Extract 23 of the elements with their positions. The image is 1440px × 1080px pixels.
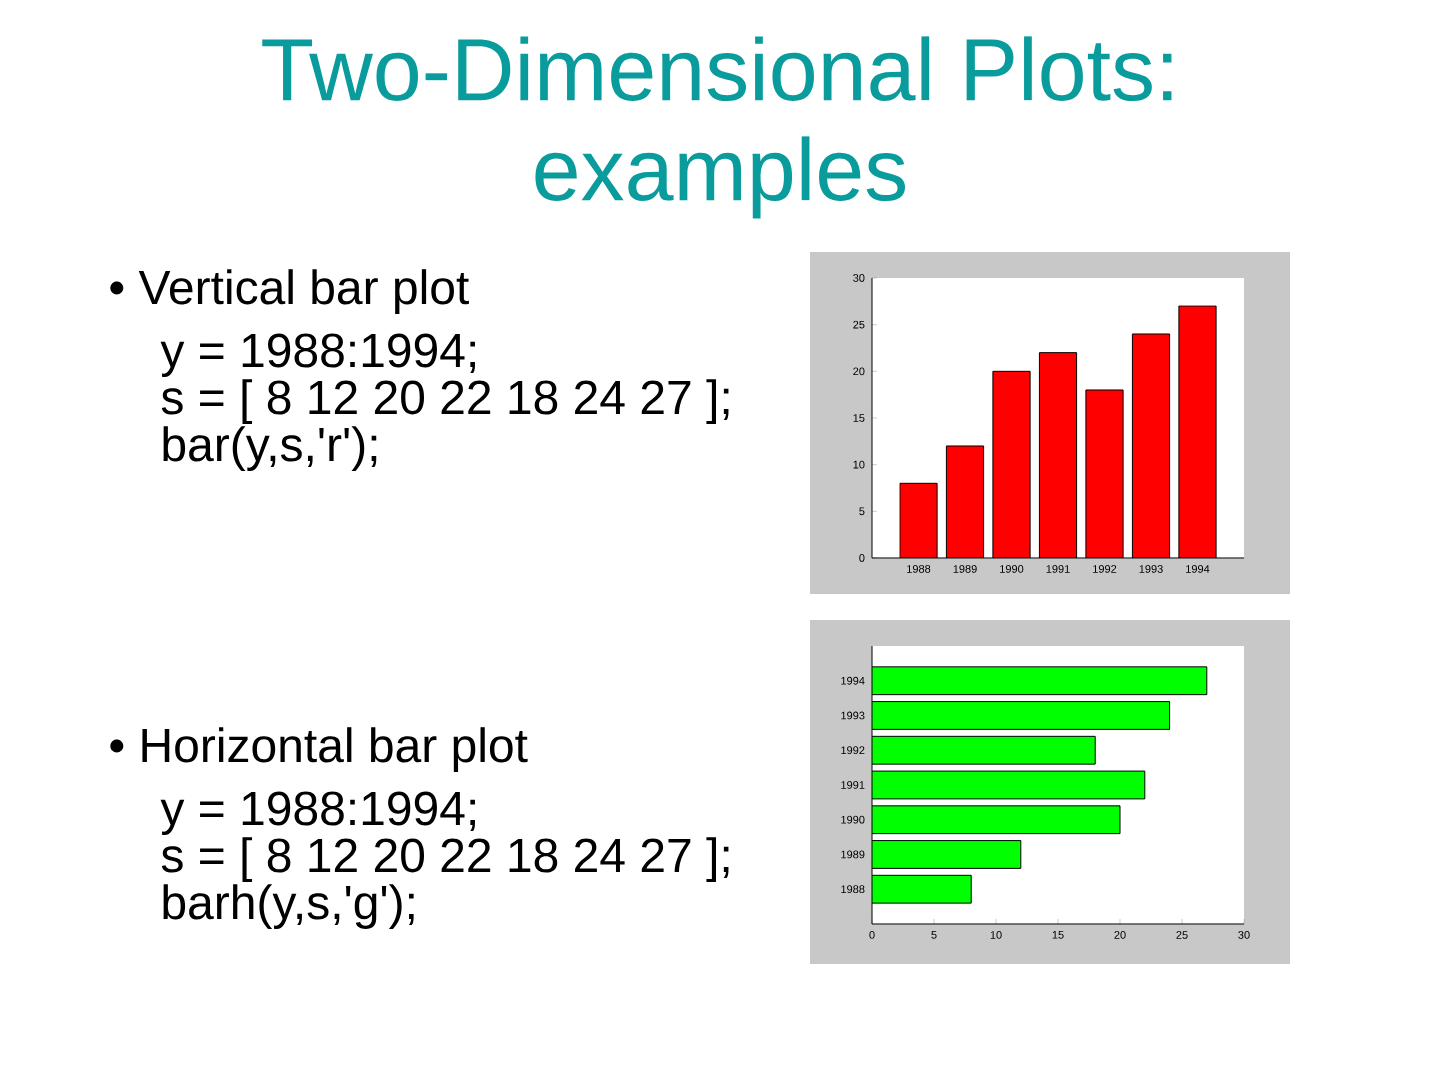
text: barh(y,s,'g'); [163, 884, 414, 929]
bar [872, 874, 972, 904]
bar [872, 805, 1121, 835]
text: s = [ 8 12 20 22 18 24 27 ]; [161, 379, 729, 424]
bar [872, 666, 1208, 696]
text: bar(y,s,'r'); [163, 426, 377, 471]
bar [1132, 333, 1170, 558]
bar [946, 445, 984, 558]
text: y = 1988:1994; [160, 791, 475, 835]
bar [872, 735, 1096, 765]
bar [1085, 389, 1124, 558]
bar [1039, 352, 1077, 558]
bar [872, 770, 1146, 800]
text: • Vertical bar plot [110, 269, 469, 314]
bar [1178, 305, 1217, 558]
text: y = 1988:1994; [160, 333, 475, 377]
text: s = [ 8 12 20 22 18 24 27 ]; [161, 837, 729, 882]
text: • Horizontal bar plot [110, 727, 528, 772]
bar [992, 371, 1031, 558]
bar [872, 701, 1171, 730]
bar [872, 840, 1022, 869]
bar [899, 483, 938, 558]
text: Two-Dimensional Plots: examples [262, 36, 1172, 219]
